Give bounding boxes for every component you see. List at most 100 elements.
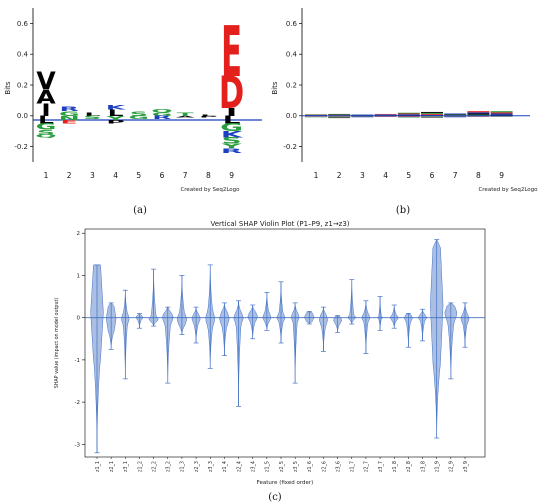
logo-letter: A [176,116,196,118]
panel-b-sequence-logo: 0.6 0.4 0.2 0.0 -0.2 Bits 1 2 3 4 5 6 7 8 9 Created … [271,8,538,216]
logo-band-positive [467,114,490,116]
y-tick-label: -1 [75,358,80,364]
panel-b-ylabel: Bits [271,81,279,94]
y-tick-label: -0.2 [283,143,297,151]
x-tick-label: 8 [206,171,211,180]
x-tick-label: z1_3 [180,461,186,472]
x-tick-label: z2_6 [321,461,327,472]
logo-letter: K [106,104,127,111]
logo-letter: S [222,136,242,146]
logo-band-positive [421,111,443,113]
x-tick-label: z1_4 [222,461,228,472]
x-tick-label: z1_2 [137,461,143,472]
panel-c-frame [84,228,486,458]
logo-band-positive [490,114,513,116]
logo-letter: G [129,115,150,120]
logo-letter: P [199,116,217,118]
logo-letter: Q [35,134,56,139]
logo-band-positive [397,112,420,114]
x-tick-label: z3_1 [123,461,129,472]
panel-c-caption: (c) [268,492,282,503]
x-tick-label: 5 [136,171,141,180]
x-tick-label: z1_5 [265,461,271,472]
x-tick-label: z3_7 [378,461,384,472]
x-tick-label: z3_3 [208,461,214,472]
y-tick-label: 0.4 [286,51,298,59]
x-tick-label: 3 [90,171,95,180]
logo-letter: L [200,114,216,116]
x-tick-label: 2 [337,171,342,180]
x-tick-label: 5 [406,171,411,180]
x-tick-label: z3_8 [420,461,426,472]
x-tick-label: 6 [430,171,435,180]
x-tick-label: 2 [67,171,72,180]
logo-band-positive [490,111,513,113]
logo-band-positive [444,114,467,115]
logo-band-negative [421,116,443,118]
logo-band-negative [351,116,374,117]
logo-band-positive [397,113,420,115]
x-tick-label: z3_4 [250,461,256,472]
x-tick-label: 9 [499,171,504,180]
logo-band-positive [421,113,443,115]
logo-letter: I [41,101,50,121]
logo-letter: L [108,109,124,118]
logo-band-negative [351,116,374,118]
logo-letter: N [59,115,80,122]
logo-letter: D [219,67,244,118]
logo-letter: G [59,110,80,117]
logo-band-negative [444,116,467,117]
logo-band-negative [397,117,420,118]
y-tick-label: 0.0 [286,112,297,120]
logo-letter: R [221,147,243,155]
y-tick-label: 0.6 [286,20,298,28]
y-tick-label: 0.0 [17,112,28,120]
panel-c-violin-plot: Vertical SHAP Violin Plot (P1–P9, z1→z3)… [54,220,486,503]
logo-band-positive [444,113,467,115]
x-tick-label: z2_8 [406,461,412,472]
logo-letter: P [106,120,124,125]
logo-letter: K [221,130,244,140]
x-tick-label: z3_5 [293,461,299,472]
x-tick-label: z3_2 [166,461,172,472]
x-tick-label: z2_5 [279,461,285,472]
logo-letter: Q [151,109,172,114]
x-tick-label: z2_1 [109,461,115,472]
logo-band-negative [328,116,351,118]
logo-band-negative [421,117,443,118]
panel-b-caption: (b) [396,205,410,216]
x-tick-label: 1 [314,171,319,180]
x-tick-label: z1_7 [350,461,356,472]
y-tick-label: -3 [75,442,81,448]
x-tick-label: 9 [229,171,234,180]
logo-band-positive [467,113,490,115]
panel-a-watermark: Created by Seq2Logo [180,187,240,193]
y-tick-label: 1 [77,273,81,279]
panel-c-xlabel: Feature (fixed order) [257,480,314,486]
logo-letter: Y [105,115,126,122]
x-tick-label: z2_4 [236,461,242,472]
y-tick-label: -0.2 [14,143,28,151]
logo-band-positive [490,113,513,115]
logo-band-positive [421,112,443,114]
x-tick-label: z2_2 [151,461,157,472]
logo-band-positive [467,112,490,114]
logo-band-negative [397,116,420,118]
x-tick-label: 1 [44,171,49,180]
x-tick-label: 6 [160,171,165,180]
logo-band-positive [397,114,420,116]
logo-letter: R [152,115,172,120]
logo-band-negative [305,116,327,118]
logo-band-negative [328,117,351,119]
y-tick-label: 0.2 [17,81,28,89]
y-tick-label: 2 [77,231,81,237]
x-tick-label: z1_9 [434,461,440,472]
panel-c-title: Vertical SHAP Violin Plot (P1–P9, z1→z3) [210,220,349,228]
logo-letter: T [177,112,195,117]
x-tick-label: 4 [113,171,118,180]
logo-letter: L [38,114,54,127]
logo-band-positive [467,111,490,113]
logo-letter: S [83,115,101,120]
